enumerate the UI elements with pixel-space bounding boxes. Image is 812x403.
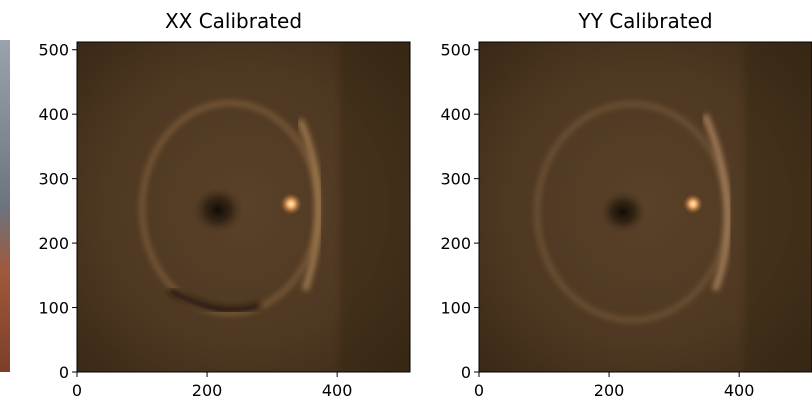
x-tick-label: 200 — [594, 381, 625, 400]
x-tick-label: 400 — [724, 381, 755, 400]
y-tick-label: 200 — [440, 234, 471, 253]
y-tick-label: 500 — [38, 41, 69, 60]
y-tick-label: 400 — [440, 105, 471, 124]
x-tick-label: 0 — [72, 381, 82, 400]
chart-title: XX Calibrated — [165, 9, 302, 33]
y-tick-label: 400 — [38, 105, 69, 124]
image-panel — [77, 42, 410, 372]
x-tick-label: 400 — [322, 381, 353, 400]
axes-frame — [76, 41, 411, 373]
x-tick-label: 0 — [474, 381, 484, 400]
photo-sliver — [0, 40, 10, 372]
y-tick-label: 100 — [440, 299, 471, 318]
y-tick-label: 100 — [38, 299, 69, 318]
y-tick-label: 0 — [59, 363, 69, 382]
image-panel — [479, 42, 812, 372]
y-tick-label: 500 — [440, 41, 471, 60]
axes-frame — [478, 41, 812, 373]
y-tick-label: 0 — [461, 363, 471, 382]
chart-title: YY Calibrated — [577, 9, 712, 33]
y-tick-label: 300 — [440, 170, 471, 189]
x-tick-label: 200 — [192, 381, 223, 400]
y-tick-label: 300 — [38, 170, 69, 189]
y-tick-label: 200 — [38, 234, 69, 253]
